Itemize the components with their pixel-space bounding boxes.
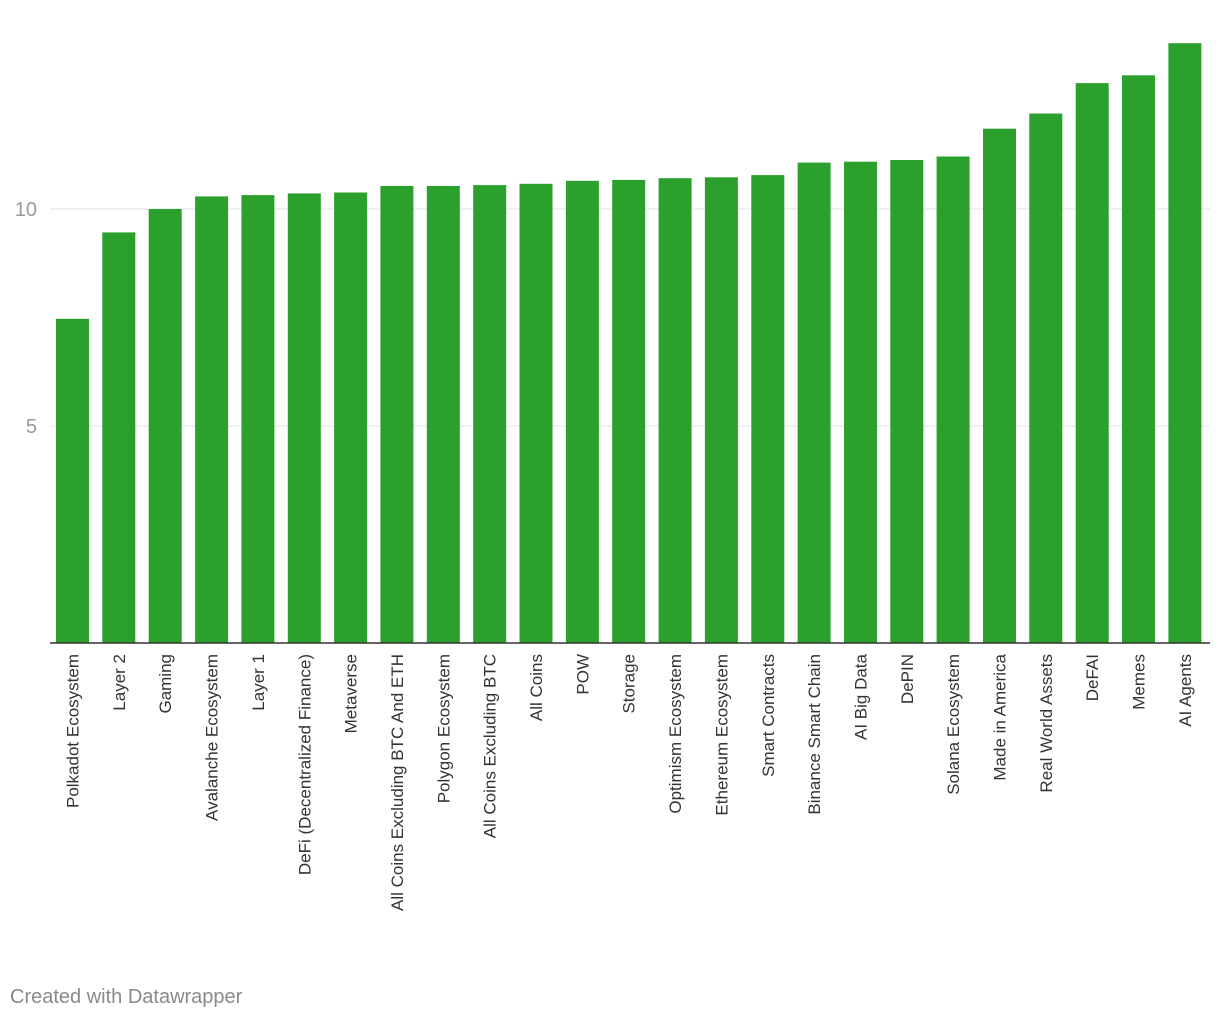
bar — [334, 192, 368, 643]
bar — [426, 186, 460, 643]
bar — [844, 161, 877, 643]
category-label: Polkadot Ecosystem — [64, 654, 83, 808]
bar — [380, 186, 414, 643]
footer-credit: Created with Datawrapper — [10, 986, 243, 1008]
category-label: Optimism Ecosystem — [666, 654, 685, 814]
category-label: POW — [573, 654, 592, 695]
bar — [241, 195, 275, 643]
bar — [473, 185, 507, 643]
bar — [1168, 43, 1202, 643]
bar — [936, 156, 970, 643]
bar — [565, 180, 599, 644]
bar — [56, 318, 89, 643]
category-label: Layer 1 — [249, 654, 268, 711]
category-label: Metaverse — [342, 654, 361, 733]
category-label: AI Agents — [1176, 654, 1195, 727]
bar — [287, 193, 321, 643]
bar — [195, 196, 229, 643]
category-label: Real World Assets — [1037, 654, 1056, 793]
bar — [1029, 113, 1063, 643]
bar — [797, 162, 831, 643]
category-label: Memes — [1130, 654, 1149, 710]
category-label: DeFAI — [1083, 654, 1102, 701]
category-label: All Coins Excluding BTC And ETH — [388, 654, 407, 911]
bar — [890, 160, 924, 643]
y-tick-label: 10 — [15, 199, 37, 221]
y-tick-label: 5 — [26, 416, 37, 438]
category-label: Polygon Ecosystem — [434, 654, 453, 803]
bar — [1122, 75, 1155, 644]
bars — [56, 43, 1202, 644]
category-label: Storage — [620, 654, 639, 714]
category-labels: Polkadot Ecosystem Layer 2 Gaming Avalanche… — [64, 653, 1195, 911]
category-label: Ethereum Ecosystem — [712, 654, 731, 816]
category-label: Layer 2 — [110, 654, 129, 711]
category-label: All Coins — [527, 654, 546, 721]
bar — [704, 177, 738, 644]
bar — [751, 175, 785, 643]
bar — [658, 178, 692, 643]
category-label: Gaming — [156, 654, 175, 714]
category-label: Binance Smart Chain — [805, 654, 824, 815]
category-label: Smart Contracts — [759, 654, 778, 777]
category-label: Avalanche Ecosystem — [203, 654, 222, 821]
bar — [612, 179, 646, 643]
category-label: Made in America — [991, 653, 1010, 780]
bar — [983, 128, 1016, 643]
bar — [519, 183, 553, 644]
bar — [102, 232, 136, 643]
bar — [1075, 83, 1109, 644]
category-label: AI Big Data — [852, 653, 871, 740]
category-label: DeFi (Decentralized Finance) — [295, 654, 314, 875]
category-label: DePIN — [898, 654, 917, 704]
category-label: Solana Ecosystem — [944, 654, 963, 795]
category-label: All Coins Excluding BTC — [481, 654, 500, 838]
bar — [148, 209, 182, 643]
